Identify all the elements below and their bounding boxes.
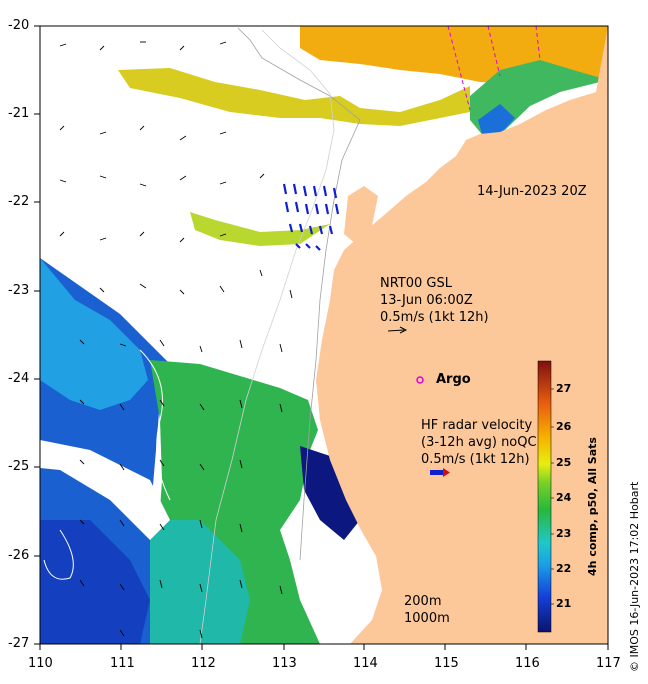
x-tick-label: 117	[596, 656, 621, 671]
y-tick-label: -23	[8, 283, 30, 298]
axis-tick-marks	[34, 25, 609, 650]
sst-tongue-white	[40, 440, 170, 540]
y-tick-label: -27	[8, 636, 30, 651]
hf-radar-vectors	[282, 183, 340, 251]
isobath-200m-label: 200m	[404, 594, 442, 609]
altimeter-tracks	[447, 26, 541, 111]
land-mass	[316, 26, 608, 644]
radar-legend-line2: (3-12h avg) noQC	[421, 435, 537, 450]
sst-south-teal	[150, 520, 250, 644]
colorbar-tick-label: 26	[556, 420, 572, 433]
colorbar-tick-label: 24	[556, 491, 572, 504]
colorbar-tick-label: 21	[556, 597, 572, 610]
plot-frame	[39, 25, 609, 645]
colorbar-tick-label: 25	[556, 456, 572, 469]
gsl-scale-arrow	[387, 326, 408, 334]
y-tick-label: -24	[8, 371, 30, 386]
y-tick-label: -21	[8, 106, 30, 121]
x-tick-label: 115	[434, 656, 459, 671]
radar-legend-line3: 0.5m/s (1kt 12h)	[421, 452, 530, 467]
y-tick-label: -25	[8, 459, 30, 474]
colorbar-tick-label: 23	[556, 527, 572, 540]
x-tick-label: 114	[353, 656, 378, 671]
sst-mid-patch	[190, 212, 330, 246]
gsl-legend-line1: NRT00 GSL	[380, 276, 452, 291]
x-tick-label: 116	[515, 656, 540, 671]
isobath-1000m-label: 1000m	[404, 611, 450, 626]
timestamp-label: 14-Jun-2023 20Z	[477, 184, 587, 199]
credit-label: © IMOS 16-Jun-2023 17:02 Hobart	[628, 481, 641, 672]
y-tick-label: -26	[8, 548, 30, 563]
sst-contour	[43, 529, 74, 580]
x-tick-label: 111	[110, 656, 135, 671]
colorbar-tick-label: 22	[556, 562, 572, 575]
argo-label: Argo	[436, 372, 471, 387]
colorbar-label: 4h comp, p50, All Sats	[586, 437, 599, 576]
radar-scale-arrow	[430, 468, 450, 477]
sst-contour-2	[139, 349, 171, 501]
sst-south-cyan	[40, 258, 148, 410]
radar-legend-line1: HF radar velocity	[421, 418, 533, 433]
colorbar	[537, 360, 552, 633]
gsl-current-vectors	[59, 41, 293, 639]
sst-gulf-dark	[300, 446, 360, 540]
gsl-legend-line2: 13-Jun 06:00Z	[380, 293, 473, 308]
colorbar-tick-label: 27	[556, 382, 572, 395]
x-tick-label: 113	[272, 656, 297, 671]
sst-north-blue	[478, 104, 515, 134]
y-tick-label: -20	[8, 18, 30, 33]
x-tick-label: 112	[191, 656, 216, 671]
isobath-200m	[237, 27, 361, 561]
colorbar-ticks	[551, 388, 554, 605]
y-tick-label: -22	[8, 194, 30, 209]
cape-peninsula	[344, 186, 378, 244]
isobath-1000m	[199, 29, 335, 644]
gsl-legend-line3: 0.5m/s (1kt 12h)	[380, 310, 489, 325]
argo-marker	[416, 376, 424, 384]
x-tick-label: 110	[28, 656, 53, 671]
sst-deep-blue	[40, 520, 150, 644]
sst-north-band	[118, 68, 470, 126]
